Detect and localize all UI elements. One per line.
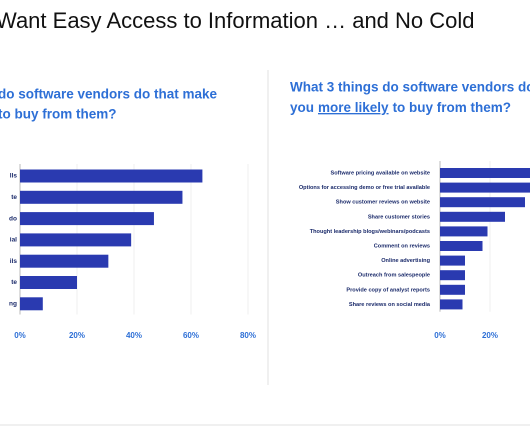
category-label: Thought leadership blogs/webinars/podcas…	[310, 229, 430, 235]
bar	[440, 270, 465, 281]
bar	[440, 226, 488, 237]
bar	[20, 254, 109, 268]
bar	[440, 284, 465, 295]
x-tick-label: 0%	[434, 331, 446, 340]
bar	[440, 211, 505, 222]
bar	[20, 276, 77, 289]
chart-title: to buy from them?	[0, 107, 117, 122]
chart-title: What 3 things do software vendors do	[290, 80, 530, 95]
category-label: ng	[9, 301, 17, 308]
category-label: do	[9, 215, 17, 222]
slide-title: Want Easy Access to Information … and No…	[0, 8, 475, 33]
x-tick-label: 60%	[183, 331, 199, 340]
category-label: Software pricing available on website	[331, 170, 430, 176]
category-label: te	[11, 279, 17, 286]
bar	[20, 233, 132, 247]
x-tick-label: 20%	[69, 331, 85, 340]
category-label: Options for accessing demo or free trial…	[299, 185, 430, 191]
x-tick-label: 80%	[240, 331, 256, 340]
x-tick-label: 40%	[126, 331, 142, 340]
category-label: Online advertising	[381, 258, 430, 264]
chart-title: do software vendors do that make	[0, 87, 218, 102]
category-label: Share reviews on social media	[349, 302, 431, 308]
bar	[440, 182, 530, 193]
bar	[440, 168, 530, 178]
bar	[440, 241, 483, 251]
bar	[440, 299, 463, 310]
category-label: te	[11, 194, 17, 201]
category-label: Show customer reviews on website	[336, 200, 430, 206]
category-label: Share customer stories	[368, 214, 430, 220]
category-label: ial	[10, 237, 17, 244]
bar	[20, 297, 43, 311]
bar	[440, 255, 465, 266]
x-tick-label: 0%	[14, 331, 26, 340]
title-part: to buy from them?	[393, 100, 512, 115]
bar	[20, 190, 183, 204]
chart-title: you more likely to buy from them?	[290, 100, 511, 115]
bar	[20, 212, 154, 226]
category-label: Outreach from salespeople	[358, 273, 430, 279]
title-part: more likely	[318, 100, 389, 115]
bar	[20, 169, 203, 183]
category-label: Comment on reviews	[374, 243, 430, 249]
title-part: you	[290, 100, 314, 115]
bar	[440, 197, 525, 208]
category-label: ils	[10, 258, 18, 265]
category-label: Provide copy of analyst reports	[346, 287, 430, 293]
category-label: lls	[10, 173, 18, 180]
x-tick-label: 20%	[482, 331, 498, 340]
